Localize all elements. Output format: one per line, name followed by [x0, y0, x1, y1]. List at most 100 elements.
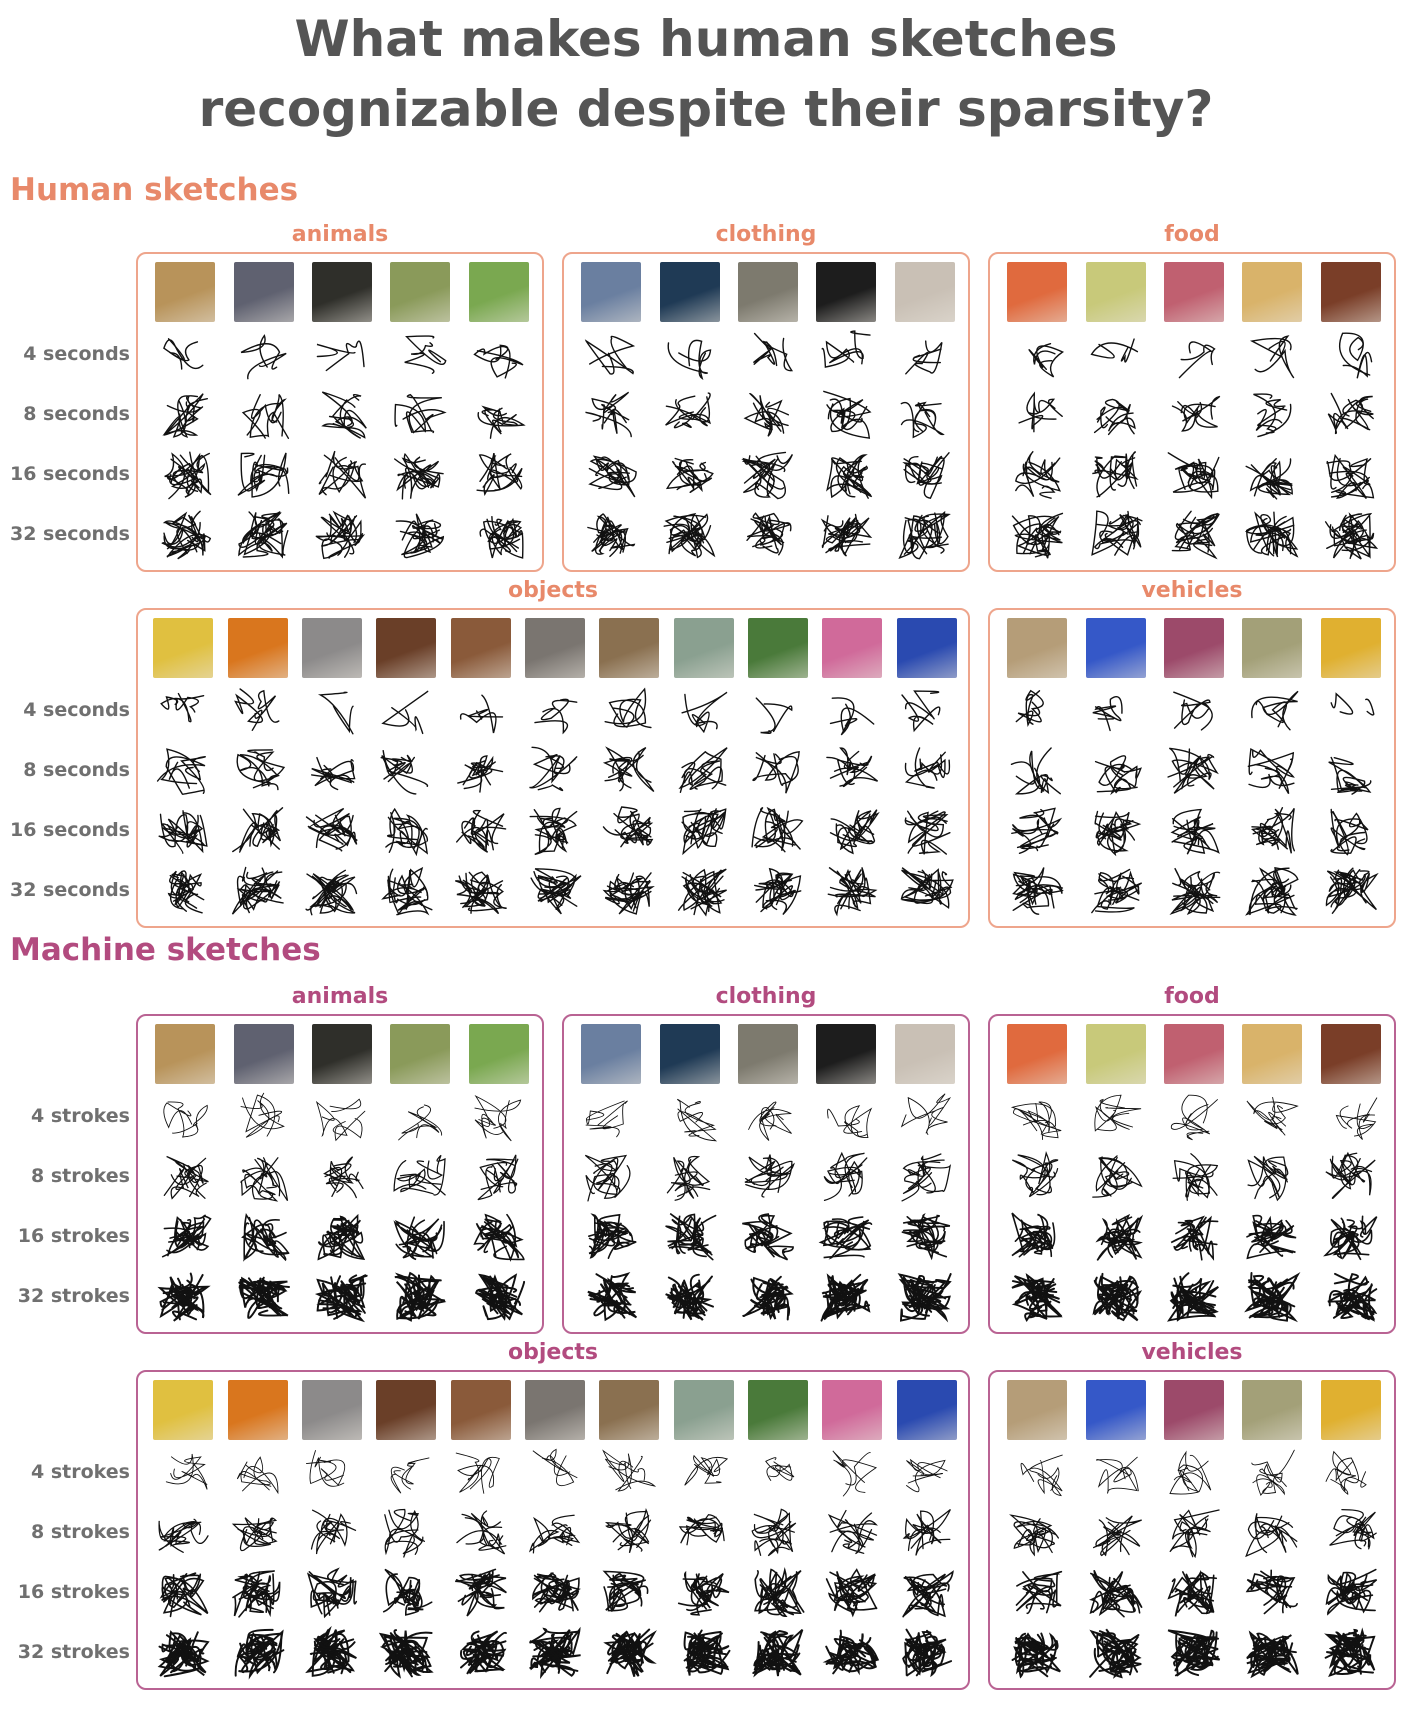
human-sketch-taxi-8-seconds [1321, 743, 1381, 799]
machine-sketch-cocktail-4-strokes [1086, 1089, 1146, 1145]
photo-beach-ball [896, 618, 957, 678]
human-sketch-butterfly-4-seconds [469, 327, 529, 383]
human-sketch-tuxedo-32-seconds [816, 507, 876, 563]
machine-sketch-hot-air-balloon-8-strokes [1086, 1505, 1146, 1561]
machine-sketch-chainsaw-32-strokes [451, 1625, 511, 1681]
machine-sketch-doorknob-8-strokes [599, 1505, 659, 1561]
human-sketch-jeans-16-seconds [581, 447, 641, 503]
photo-lion [155, 262, 216, 322]
machine-sketch-doorknob-32-strokes [599, 1625, 659, 1681]
machine-sketch-tote-bag-32-strokes [153, 1625, 213, 1681]
photo-pot-pie [1242, 1024, 1303, 1084]
machine-sketch-tuxedo-16-strokes [816, 1209, 876, 1265]
photo-cocktail [1085, 1024, 1146, 1084]
machine-sketch-carriage-16-strokes [1164, 1565, 1224, 1621]
human-sketch-lion-4-seconds [155, 327, 215, 383]
photo-soup [1320, 1024, 1381, 1084]
machine-sketch-cocktail-16-strokes [1086, 1209, 1146, 1265]
machine-sketch-drum-4-strokes [376, 1445, 436, 1501]
photo-bed [301, 1380, 362, 1440]
photo-hot-air-balloon [1085, 1380, 1146, 1440]
human-sketch-soup-32-seconds [1321, 507, 1381, 563]
machine-sketch-veil-4-strokes [895, 1089, 955, 1145]
human-sketch-crow-16-seconds [312, 447, 372, 503]
human-sketch-cocktail-16-seconds [1086, 447, 1146, 503]
machine-sketch-lawnmower-4-strokes [748, 1445, 808, 1501]
machine-row-label: 8 strokes [31, 1165, 130, 1187]
human-sketch-beach-ball-4-seconds [897, 683, 957, 739]
human-sketch-butterfly-16-seconds [469, 447, 529, 503]
photo-iguana [233, 262, 294, 322]
human-sketch-veil-4-seconds [895, 327, 955, 383]
machine-sketch-flower-8-strokes [822, 1505, 882, 1561]
human-sketch-flower-4-seconds [822, 683, 882, 739]
human-sketch-bed-4-seconds [302, 683, 362, 739]
human-category-label-vehicles: vehicles [1141, 578, 1243, 603]
machine-sketch-tote-bag-16-strokes [153, 1565, 213, 1621]
human-sketch-parfait-8-seconds [1164, 387, 1224, 443]
machine-sketch-taxi-32-strokes [1321, 1625, 1381, 1681]
machine-sketch-giraffe-4-strokes [390, 1089, 450, 1145]
machine-sketch-drum-16-strokes [376, 1565, 436, 1621]
photo-butterfly [468, 1024, 529, 1084]
human-row-label: 16 seconds [9, 463, 130, 485]
human-sketch-carriage-16-seconds [1164, 803, 1224, 859]
photo-flower [822, 618, 883, 678]
machine-sketch-veil-8-strokes [895, 1149, 955, 1205]
machine-sketch-chainsaw-4-strokes [451, 1445, 511, 1501]
human-sketch-giraffe-32-seconds [390, 507, 450, 563]
machine-sketch-carriage-4-strokes [1164, 1445, 1224, 1501]
machine-panel-objects [136, 1370, 970, 1690]
human-sketch-drum-4-seconds [376, 683, 436, 739]
machine-sketch-carriage-32-strokes [1164, 1625, 1224, 1681]
human-row-label: 4 seconds [23, 699, 130, 721]
machine-sketch-crow-8-strokes [312, 1149, 372, 1205]
human-sketch-lawnmower-4-seconds [748, 683, 808, 739]
machine-sketch-banjo-16-strokes [525, 1565, 585, 1621]
human-sketch-pumpkin-8-seconds [228, 743, 288, 799]
human-sketch-hot-air-balloon-32-seconds [1086, 863, 1146, 919]
photo-drum [376, 618, 437, 678]
photo-tote-bag [153, 618, 214, 678]
photo-veil [894, 262, 955, 322]
photo-fishbowl [673, 618, 734, 678]
machine-sketch-humvee-32-strokes [1007, 1625, 1067, 1681]
human-category-label-clothing: clothing [715, 222, 817, 247]
human-sketch-carriage-32-seconds [1164, 863, 1224, 919]
human-section-label: Human sketches [10, 172, 299, 208]
machine-sketch-taxi-16-strokes [1321, 1565, 1381, 1621]
machine-sketch-crow-16-strokes [312, 1209, 372, 1265]
human-sketch-veil-32-seconds [895, 507, 955, 563]
machine-sketch-crow-32-strokes [312, 1269, 372, 1325]
photo-cowboy-hat [738, 262, 798, 322]
photo-parfait [1164, 262, 1224, 322]
human-sketch-beach-ball-16-seconds [897, 803, 957, 859]
machine-sketch-iguana-16-strokes [234, 1209, 294, 1265]
human-sketch-parfait-32-seconds [1164, 507, 1224, 563]
machine-sketch-flower-32-strokes [822, 1625, 882, 1681]
human-sketch-jeans-8-seconds [581, 387, 641, 443]
human-sketch-jeans-32-seconds [581, 507, 641, 563]
machine-sketch-jeans-8-strokes [581, 1149, 641, 1205]
photo-chainsaw [450, 618, 511, 678]
machine-sketch-pumpkin-8-strokes [228, 1505, 288, 1561]
human-sketch-veil-16-seconds [895, 447, 955, 503]
human-sketch-taxi-4-seconds [1321, 683, 1381, 739]
human-sketch-drum-8-seconds [376, 743, 436, 799]
machine-sketch-parfait-8-strokes [1164, 1149, 1224, 1205]
machine-sketch-pumpkin-4-strokes [228, 1445, 288, 1501]
photo-bed [301, 618, 362, 678]
human-sketch-soup-16-seconds [1321, 447, 1381, 503]
human-sketch-flower-8-seconds [822, 743, 882, 799]
machine-sketch-banjo-32-strokes [525, 1625, 585, 1681]
machine-sketch-humvee-4-strokes [1007, 1445, 1067, 1501]
machine-sketch-pumpkin-16-strokes [228, 1565, 288, 1621]
human-sketch-pumpkin-16-seconds [228, 803, 288, 859]
human-sketch-doorknob-16-seconds [599, 803, 659, 859]
human-sketch-cocktail-8-seconds [1086, 387, 1146, 443]
machine-sketch-tote-bag-8-strokes [153, 1505, 213, 1561]
human-sketch-jeans-4-seconds [581, 327, 641, 383]
photo-grapefruit [1007, 262, 1068, 322]
photo-parfait [1164, 1024, 1224, 1084]
human-sketch-cowboy-hat-16-seconds [738, 447, 798, 503]
